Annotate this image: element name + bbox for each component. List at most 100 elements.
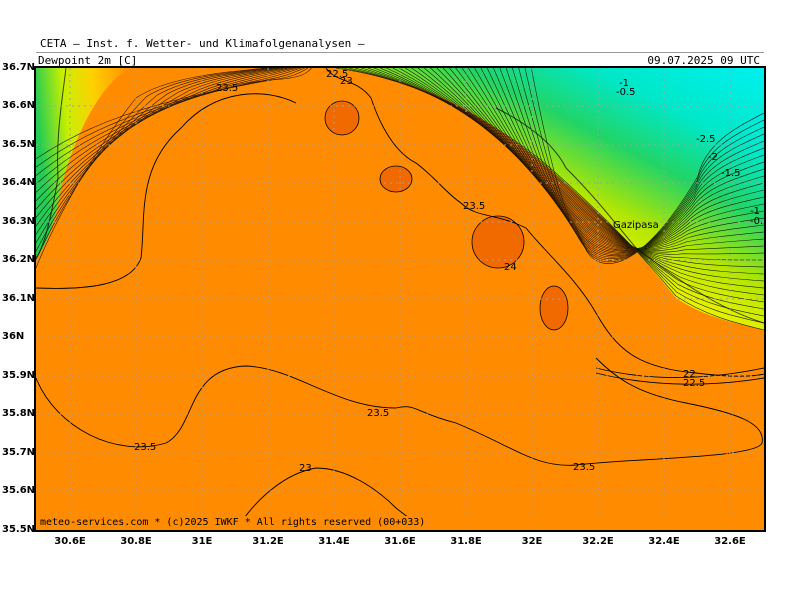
contour-line <box>36 93 297 289</box>
contour-line <box>424 68 764 250</box>
contour-line <box>36 68 291 210</box>
contour-line <box>36 68 277 243</box>
contour-label: -0.5 <box>616 87 636 98</box>
contour-line <box>531 68 764 264</box>
contour-line <box>449 68 764 249</box>
contour-line <box>379 68 764 282</box>
contour-lines-nw <box>36 68 312 269</box>
contour-line <box>436 68 764 249</box>
contour-label: -2 <box>708 152 718 163</box>
contour-label: -1 <box>750 206 760 217</box>
valid-time: 09.07.2025 09 UTC <box>647 54 760 67</box>
latitude-label: 35.8N <box>2 408 36 419</box>
contour-label: 23.5 <box>367 408 389 419</box>
latitude-label: 36.3N <box>2 216 36 227</box>
latitude-label: 35.9N <box>2 370 36 381</box>
longitude-label: 31.4E <box>318 536 350 547</box>
copyright-notice: meteo-services.com * (c)2025 IWKF * All … <box>40 517 426 528</box>
latitude-label: 35.6N <box>2 485 36 496</box>
contour-line <box>474 68 764 252</box>
longitude-label: 31E <box>191 536 213 547</box>
contour-label: 22.5 <box>683 378 705 389</box>
contour-label: 22 <box>683 369 696 380</box>
hot-spot <box>324 100 360 136</box>
copyright-strip <box>36 516 764 530</box>
longitude-label: 32E <box>521 536 543 547</box>
longitude-label: 32.2E <box>582 536 614 547</box>
contour-line <box>36 68 284 227</box>
contour-line <box>36 68 281 235</box>
contour-line <box>430 68 764 250</box>
latitude-label: 36N <box>2 331 25 342</box>
hot-spot <box>539 285 569 331</box>
latitude-label: 36.5N <box>2 139 36 150</box>
contour-line <box>455 68 764 250</box>
map-area: 23.5 22.5 23 23.5 24 22 22.5 23.5 23.5 23.5 23 -1 -0… <box>34 66 766 532</box>
contour-line <box>392 68 764 268</box>
contour-line <box>524 68 764 263</box>
latitude-label: 36.4N <box>2 177 36 188</box>
contour-line <box>405 68 764 255</box>
longitude-label: 32.6E <box>714 536 746 547</box>
contour-line <box>36 68 270 260</box>
latitude-label: 36.1N <box>2 293 36 304</box>
contour-label: 23 <box>340 76 353 87</box>
hot-spot <box>379 165 413 193</box>
contour-line <box>398 68 764 261</box>
hot-spot <box>471 215 525 269</box>
contour-lines-ne <box>335 68 764 331</box>
contour-label: -1 <box>619 78 629 89</box>
contour-line <box>36 68 288 218</box>
contour-line <box>512 68 764 259</box>
contour-label: 24 <box>504 262 517 273</box>
contour-label: 23 <box>299 463 312 474</box>
contour-line <box>505 68 764 258</box>
longitude-label: 30.8E <box>120 536 152 547</box>
latitude-label: 35.7N <box>2 447 36 458</box>
contour-line <box>36 68 309 168</box>
latitude-label: 36.7N <box>2 62 36 73</box>
contour-label: -1.5 <box>721 168 741 179</box>
contour-line <box>499 68 764 257</box>
contour-label: -2.5 <box>696 134 716 145</box>
contour-line <box>36 68 274 252</box>
contour-label: -0.5 <box>750 216 764 227</box>
contour-line <box>595 372 764 385</box>
contour-line <box>480 68 764 253</box>
contour-line <box>36 68 312 160</box>
contour-line <box>36 68 267 269</box>
contour-label: 22.5 <box>326 69 348 80</box>
longitude-label: 31.8E <box>450 536 482 547</box>
contour-label: 23.5 <box>463 201 485 212</box>
header-divider <box>36 52 764 53</box>
contour-line <box>36 68 305 176</box>
contour-line <box>595 367 764 378</box>
contour-line <box>411 68 764 253</box>
latitude-label: 36.6N <box>2 100 36 111</box>
contour-line <box>417 68 764 251</box>
longitude-label: 32.4E <box>648 536 680 547</box>
contour-map: 23.522.52323.5242222.523.523.523.523-1-0… <box>36 68 764 530</box>
longitude-label: 31.6E <box>384 536 416 547</box>
latitude-label: 35.5N <box>2 524 36 535</box>
contour-label: 23.5 <box>134 442 156 453</box>
longitude-label: 30.6E <box>54 536 86 547</box>
dry-air-region <box>336 68 764 330</box>
parameter-label: Dewpoint_2m [C] <box>38 54 138 67</box>
contour-label: 23.5 <box>216 83 238 94</box>
contour-line <box>493 68 764 255</box>
contour-labels: 23.522.52323.5242222.523.523.523.523-1-0… <box>134 69 764 474</box>
contour-label: 23.5 <box>573 462 595 473</box>
coastline <box>36 68 67 259</box>
longitude-label: 31.2E <box>252 536 284 547</box>
contour-line <box>386 68 764 275</box>
contour-line <box>486 68 764 254</box>
contour-line <box>468 68 764 251</box>
contour-line <box>36 357 763 466</box>
lat-lon-grid <box>36 68 764 530</box>
map-title: CETA – Inst. f. Wetter- und Klimafolgena… <box>40 37 365 50</box>
place-name-gazipasa: Gazipasa <box>613 220 659 231</box>
latitude-label: 36.2N <box>2 254 36 265</box>
contour-line <box>36 68 302 185</box>
contour-line <box>373 68 764 289</box>
